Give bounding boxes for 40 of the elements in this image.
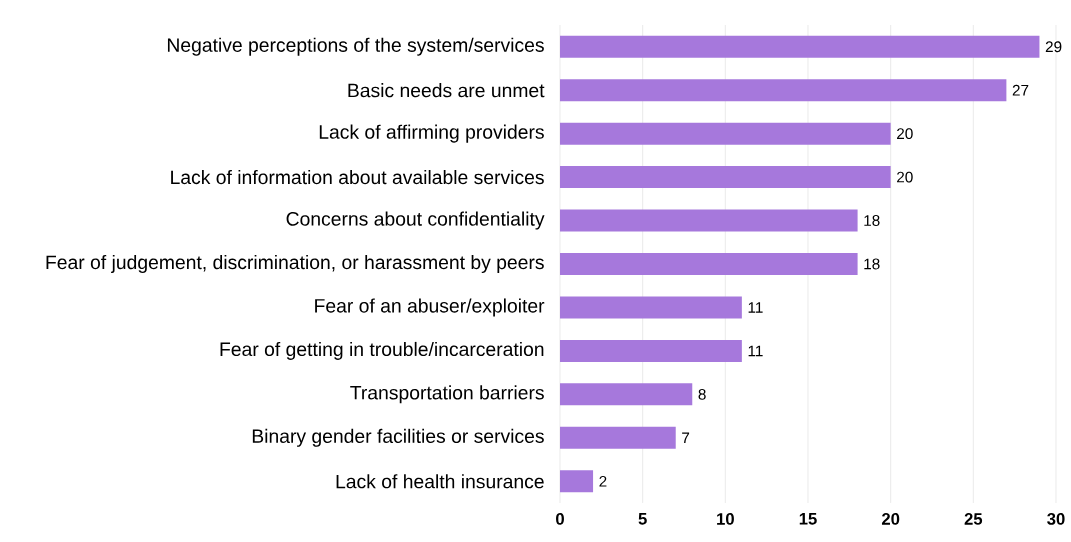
x-tick-label: 15 (799, 513, 817, 525)
data-label: 7 (682, 432, 690, 444)
x-tick-label: 5 (638, 513, 647, 525)
data-label: 11 (748, 302, 763, 313)
x-tick-label: 25 (964, 513, 983, 525)
x-tick-label: 0 (556, 513, 564, 525)
data-label: 27 (1012, 84, 1029, 96)
data-label: 29 (1045, 41, 1062, 53)
data-label: 8 (698, 388, 706, 400)
y-tick-label: Binary gender facilities or services (252, 428, 544, 447)
bar (560, 383, 693, 406)
y-tick-label: Lack of health insurance (336, 474, 544, 489)
y-tick-label: Concerns about confidentiality (286, 211, 545, 230)
bar (560, 253, 858, 275)
bar (560, 122, 891, 145)
data-label: 18 (864, 258, 880, 270)
bar (560, 166, 891, 189)
bar (560, 470, 594, 493)
y-tick-label: Fear of getting in trouble/incarceration (220, 341, 544, 360)
x-tick-label: 30 (1047, 513, 1065, 525)
y-tick-label: Basic needs are unmet (348, 83, 545, 98)
bar (560, 79, 1007, 102)
data-label: 18 (864, 215, 880, 226)
y-tick-label: Fear of an abuser/exploiter (315, 298, 545, 317)
data-label: 20 (897, 171, 913, 183)
bar (560, 296, 742, 319)
data-label: 2 (599, 475, 607, 487)
y-tick-label: Transportation barriers (350, 385, 544, 404)
bar (560, 426, 676, 449)
y-tick-label: Fear of judgement, discrimination, or harassment by peers (46, 254, 544, 274)
y-tick-label: Lack of information about available services (171, 169, 544, 185)
x-tick-label: 20 (881, 513, 900, 525)
y-tick-label: Negative perceptions of the system/services (167, 37, 544, 56)
x-tick-label: 10 (717, 513, 734, 525)
data-label: 11 (748, 345, 763, 357)
bar (560, 339, 742, 362)
data-label: 20 (897, 128, 913, 140)
bar (560, 35, 1040, 58)
bar (560, 209, 858, 232)
y-tick-label: Lack of affirming providers (319, 124, 544, 143)
